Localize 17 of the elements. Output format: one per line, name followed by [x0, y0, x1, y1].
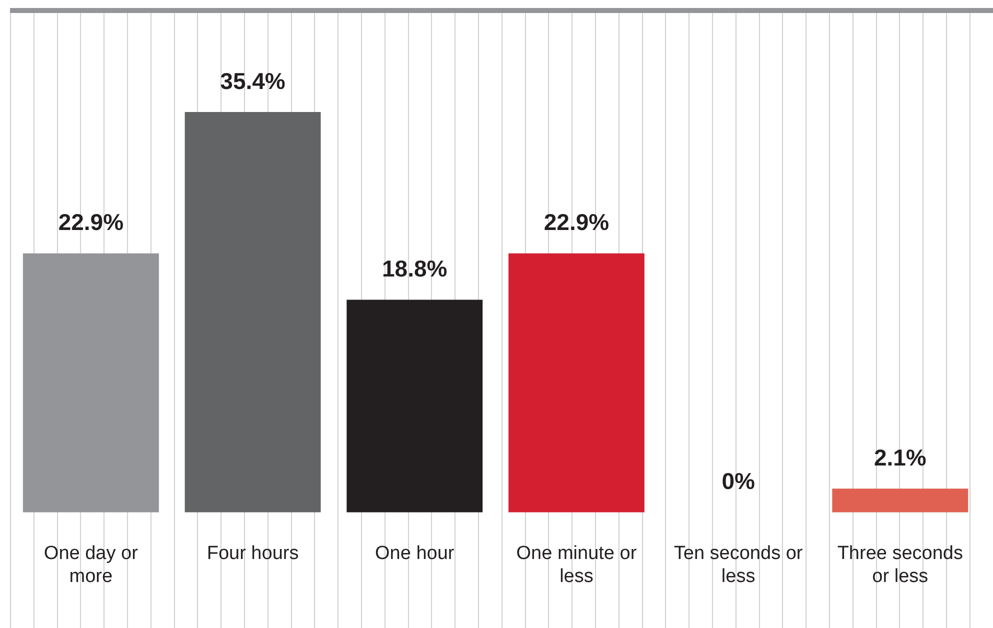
bar [832, 488, 968, 512]
bar [184, 112, 321, 512]
x-tick-label: One day or more [44, 543, 139, 587]
x-tick-label: Three seconds or less [837, 543, 964, 587]
data-label: 35.4% [220, 68, 286, 94]
x-tick-label: Four hours [206, 543, 299, 564]
x-tick-label: One minute or less [516, 543, 638, 587]
x-tick-label: Ten seconds or less [674, 543, 804, 587]
data-label: 18.8% [382, 256, 448, 282]
bar [22, 253, 159, 512]
data-label: 2.1% [874, 444, 926, 470]
data-label: 22.9% [544, 209, 610, 236]
bar [346, 300, 483, 512]
data-label: 22.9% [58, 209, 124, 236]
x-tick-label: One hour [375, 543, 455, 564]
bar [508, 253, 644, 512]
data-label: 0% [722, 468, 755, 494]
